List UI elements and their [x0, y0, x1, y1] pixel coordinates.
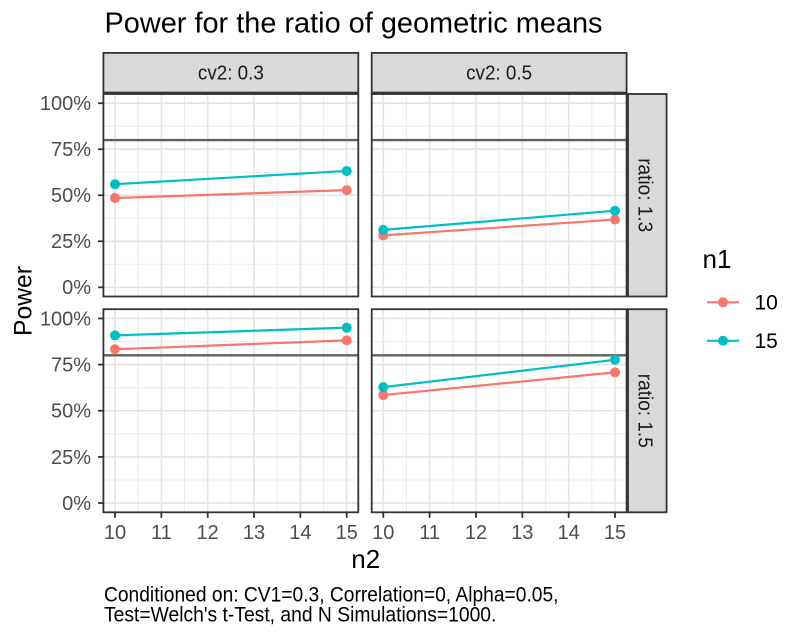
svg-text:15: 15 — [604, 522, 626, 544]
svg-text:10: 10 — [104, 522, 126, 544]
svg-text:75%: 75% — [51, 139, 91, 161]
svg-text:13: 13 — [511, 522, 533, 544]
svg-text:Power: Power — [10, 266, 38, 336]
svg-text:15: 15 — [336, 522, 358, 544]
svg-text:100%: 100% — [40, 93, 91, 115]
svg-text:100%: 100% — [40, 308, 91, 330]
svg-text:10: 10 — [372, 522, 394, 544]
svg-text:Power for the ratio of geometr: Power for the ratio of geometric means — [105, 8, 603, 40]
svg-text:15: 15 — [755, 330, 778, 353]
svg-text:13: 13 — [243, 522, 265, 544]
svg-text:12: 12 — [197, 522, 219, 544]
svg-text:ratio: 1.5: ratio: 1.5 — [634, 374, 656, 448]
svg-text:Test=Welch's t-Test, and N Sim: Test=Welch's t-Test, and N Simulations=1… — [104, 603, 496, 627]
svg-text:14: 14 — [558, 522, 580, 544]
svg-text:14: 14 — [289, 522, 311, 544]
svg-text:50%: 50% — [51, 401, 91, 423]
svg-text:cv2: 0.5: cv2: 0.5 — [466, 63, 532, 85]
svg-text:n2: n2 — [351, 544, 380, 574]
svg-text:ratio: 1.3: ratio: 1.3 — [634, 158, 656, 232]
svg-text:11: 11 — [151, 522, 172, 544]
svg-text:50%: 50% — [51, 185, 91, 207]
svg-text:0%: 0% — [62, 493, 91, 515]
svg-text:25%: 25% — [51, 231, 91, 253]
svg-text:11: 11 — [419, 522, 440, 544]
svg-text:75%: 75% — [51, 354, 91, 376]
svg-text:0%: 0% — [62, 277, 91, 299]
svg-text:12: 12 — [465, 522, 487, 544]
svg-text:cv2: 0.3: cv2: 0.3 — [198, 63, 264, 85]
svg-text:n1: n1 — [703, 244, 732, 274]
svg-text:Conditioned on: CV1=0.3, Corre: Conditioned on: CV1=0.3, Correlation=0, … — [104, 583, 559, 607]
svg-text:25%: 25% — [51, 447, 91, 469]
svg-text:10: 10 — [755, 292, 778, 315]
